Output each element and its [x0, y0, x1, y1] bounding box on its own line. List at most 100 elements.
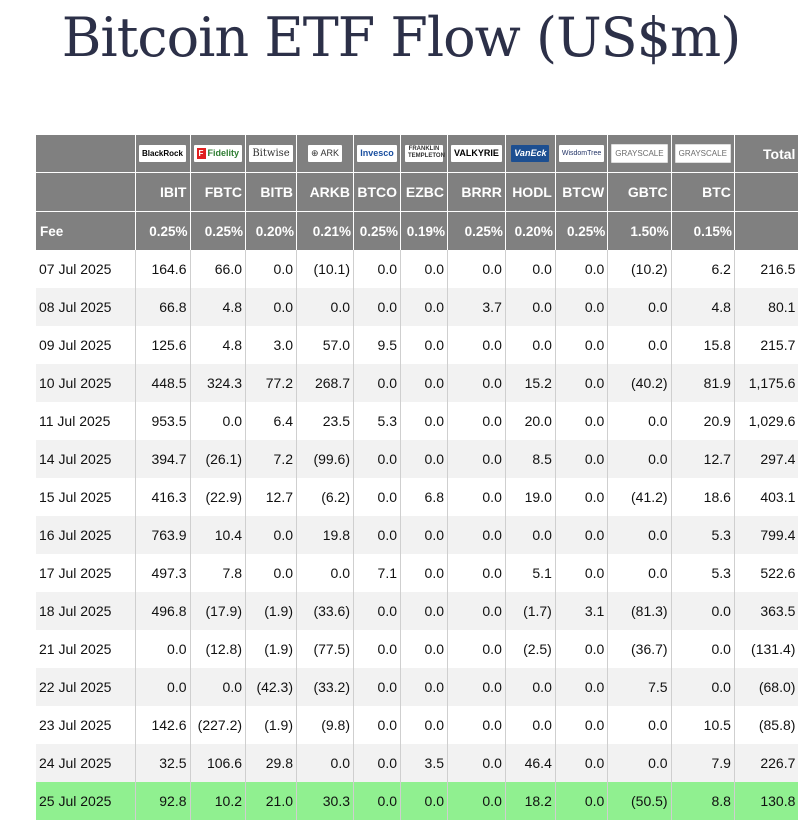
row-total: (131.4): [734, 630, 799, 668]
flow-cell: 15.8: [671, 326, 735, 364]
flow-cell: 0.0: [400, 516, 449, 554]
row-total: (68.0): [734, 668, 799, 706]
fidelity-f-icon: F: [196, 148, 206, 160]
table-row: 15 Jul 2025 416.3 (22.9) 12.7 (6.2) 0.0 6.8 0.0…: [36, 478, 799, 516]
flow-cell: 7.2: [245, 440, 298, 478]
invesco-logo: Invesco: [357, 145, 397, 163]
ticker-header: ARKB: [296, 172, 355, 212]
grayscale-logo: GRAYSCALE: [611, 144, 668, 163]
flow-cell: (17.9): [190, 592, 247, 630]
flow-cell: 0.0: [400, 288, 449, 326]
row-date: 16 Jul 2025: [36, 516, 136, 554]
flow-cell: 416.3: [135, 478, 191, 516]
flow-cell: 0.0: [555, 440, 609, 478]
fee-value: 0.20%: [505, 211, 556, 250]
flow-cell: 0.0: [447, 516, 506, 554]
flow-cell: 4.8: [190, 326, 247, 364]
flow-cell: 18.2: [505, 782, 556, 820]
flow-cell: 497.3: [135, 554, 191, 592]
row-date: 15 Jul 2025: [36, 478, 136, 516]
table-row: 10 Jul 2025 448.5 324.3 77.2 268.7 0.0 0.0 0.0 1…: [36, 364, 799, 402]
flow-cell: 0.0: [555, 516, 609, 554]
wisdomtree-logo: WisdomTree: [558, 145, 605, 163]
vaneck-logo: VanEck: [511, 145, 550, 163]
row-total: 80.1: [734, 288, 799, 326]
fee-value: 0.25%: [135, 211, 191, 250]
flow-cell: 496.8: [135, 592, 191, 630]
row-total: 297.4: [734, 440, 799, 478]
flow-cell: 0.0: [400, 364, 449, 402]
flow-cell: 20.9: [671, 402, 735, 440]
flow-cell: (22.9): [190, 478, 247, 516]
fee-value: 0.15%: [671, 211, 735, 250]
flow-cell: 18.6: [671, 478, 735, 516]
flow-cell: 0.0: [245, 516, 298, 554]
flow-cell: 142.6: [135, 706, 191, 744]
flow-cell: 0.0: [447, 364, 506, 402]
flow-cell: 106.6: [190, 744, 247, 782]
fee-label: Fee: [36, 211, 136, 250]
flow-cell: 0.0: [447, 630, 506, 668]
ticker-header: EZBC: [400, 172, 449, 212]
flow-cell: 324.3: [190, 364, 247, 402]
table-row: 21 Jul 2025 0.0 (12.8) (1.9) (77.5) 0.0 0.0 0.0…: [36, 630, 799, 668]
flow-cell: 0.0: [400, 250, 449, 288]
flow-cell: 9.5: [353, 326, 402, 364]
flow-cell: 0.0: [607, 706, 672, 744]
flow-cell: 0.0: [245, 288, 298, 326]
flow-cell: 0.0: [353, 478, 402, 516]
table-row: 25 Jul 2025 92.8 10.2 21.0 30.3 0.0 0.0 0.0 18.2…: [36, 782, 799, 820]
flow-cell: (40.2): [607, 364, 672, 402]
flow-cell: 6.8: [400, 478, 449, 516]
table-row: 17 Jul 2025 497.3 7.8 0.0 0.0 7.1 0.0 0.0 5.1 0.0…: [36, 554, 799, 592]
fee-value: 0.25%: [447, 211, 506, 250]
fee-value: 0.19%: [400, 211, 449, 250]
row-total: 226.7: [734, 744, 799, 782]
flow-cell: 0.0: [555, 782, 609, 820]
flow-cell: 3.0: [245, 326, 298, 364]
flow-cell: 0.0: [245, 250, 298, 288]
flow-cell: 8.8: [671, 782, 735, 820]
row-date: 11 Jul 2025: [36, 402, 136, 440]
flow-cell: 0.0: [296, 288, 355, 326]
flow-cell: (99.6): [296, 440, 355, 478]
row-date: 24 Jul 2025: [36, 744, 136, 782]
flow-cell: (10.2): [607, 250, 672, 288]
flow-cell: 19.8: [296, 516, 355, 554]
total-header: Total: [734, 135, 799, 173]
flow-cell: 0.0: [245, 554, 298, 592]
flow-cell: 46.4: [505, 744, 556, 782]
grayscale-logo: GRAYSCALE: [674, 144, 731, 163]
flow-cell: 12.7: [245, 478, 298, 516]
ticker-header: IBIT: [135, 172, 191, 212]
flow-cell: 0.0: [353, 592, 402, 630]
flow-cell: 19.0: [505, 478, 556, 516]
table-row: 23 Jul 2025 142.6 (227.2) (1.9) (9.8) 0.0 0.0 0…: [36, 706, 799, 744]
corner-cell: [734, 172, 799, 212]
flow-cell: 4.8: [190, 288, 247, 326]
row-total: 1,175.6: [734, 364, 799, 402]
flow-cell: 0.0: [607, 288, 672, 326]
row-total: 1,029.6: [734, 402, 799, 440]
flow-cell: (50.5): [607, 782, 672, 820]
fee-value: 0.21%: [296, 211, 355, 250]
row-date: 14 Jul 2025: [36, 440, 136, 478]
flow-cell: 0.0: [447, 782, 506, 820]
corner-cell: [734, 211, 799, 250]
flow-cell: (77.5): [296, 630, 355, 668]
table-row: 14 Jul 2025 394.7 (26.1) 7.2 (99.6) 0.0 0.0 0.0…: [36, 440, 799, 478]
row-date: 18 Jul 2025: [36, 592, 136, 630]
flow-cell: 0.0: [447, 744, 506, 782]
flow-cell: (227.2): [190, 706, 247, 744]
flow-cell: 4.8: [671, 288, 735, 326]
flow-cell: 57.0: [296, 326, 355, 364]
flow-cell: (42.3): [245, 668, 298, 706]
fee-value: 1.50%: [607, 211, 672, 250]
flow-cell: 0.0: [607, 516, 672, 554]
flow-cell: 77.2: [245, 364, 298, 402]
flow-cell: 0.0: [555, 744, 609, 782]
flow-cell: 7.5: [607, 668, 672, 706]
flow-cell: 15.2: [505, 364, 556, 402]
flow-cell: 0.0: [135, 668, 191, 706]
franklin-templeton-logo: FRANKLIN TEMPLETON: [405, 145, 445, 163]
